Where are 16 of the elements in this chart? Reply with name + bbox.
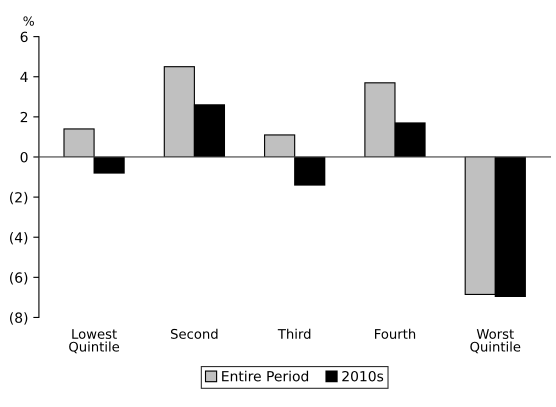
y-tick-label: 6 (20, 32, 28, 42)
y-tick-label: 2 (20, 112, 28, 122)
legend-label: Entire Period (222, 370, 308, 382)
y-tick-label: (8) (10, 312, 28, 325)
x-tick-label: Lowest Quintile (69, 329, 120, 354)
y-axis-title: % (23, 16, 34, 26)
y-tick-label: (2) (10, 192, 28, 204)
x-tick-label: Worst Quintile (470, 329, 520, 354)
x-tick-label: Second (170, 328, 218, 339)
x-tick-label: Third (278, 328, 310, 339)
x-tick-label: Fourth (375, 328, 416, 339)
y-tick-label: 0 (20, 152, 28, 162)
legend-label: 2010s (342, 370, 384, 382)
y-tick-label: 4 (20, 72, 28, 82)
y-tick-label: (6) (10, 272, 28, 284)
y-tick-label: (4) (10, 232, 28, 244)
